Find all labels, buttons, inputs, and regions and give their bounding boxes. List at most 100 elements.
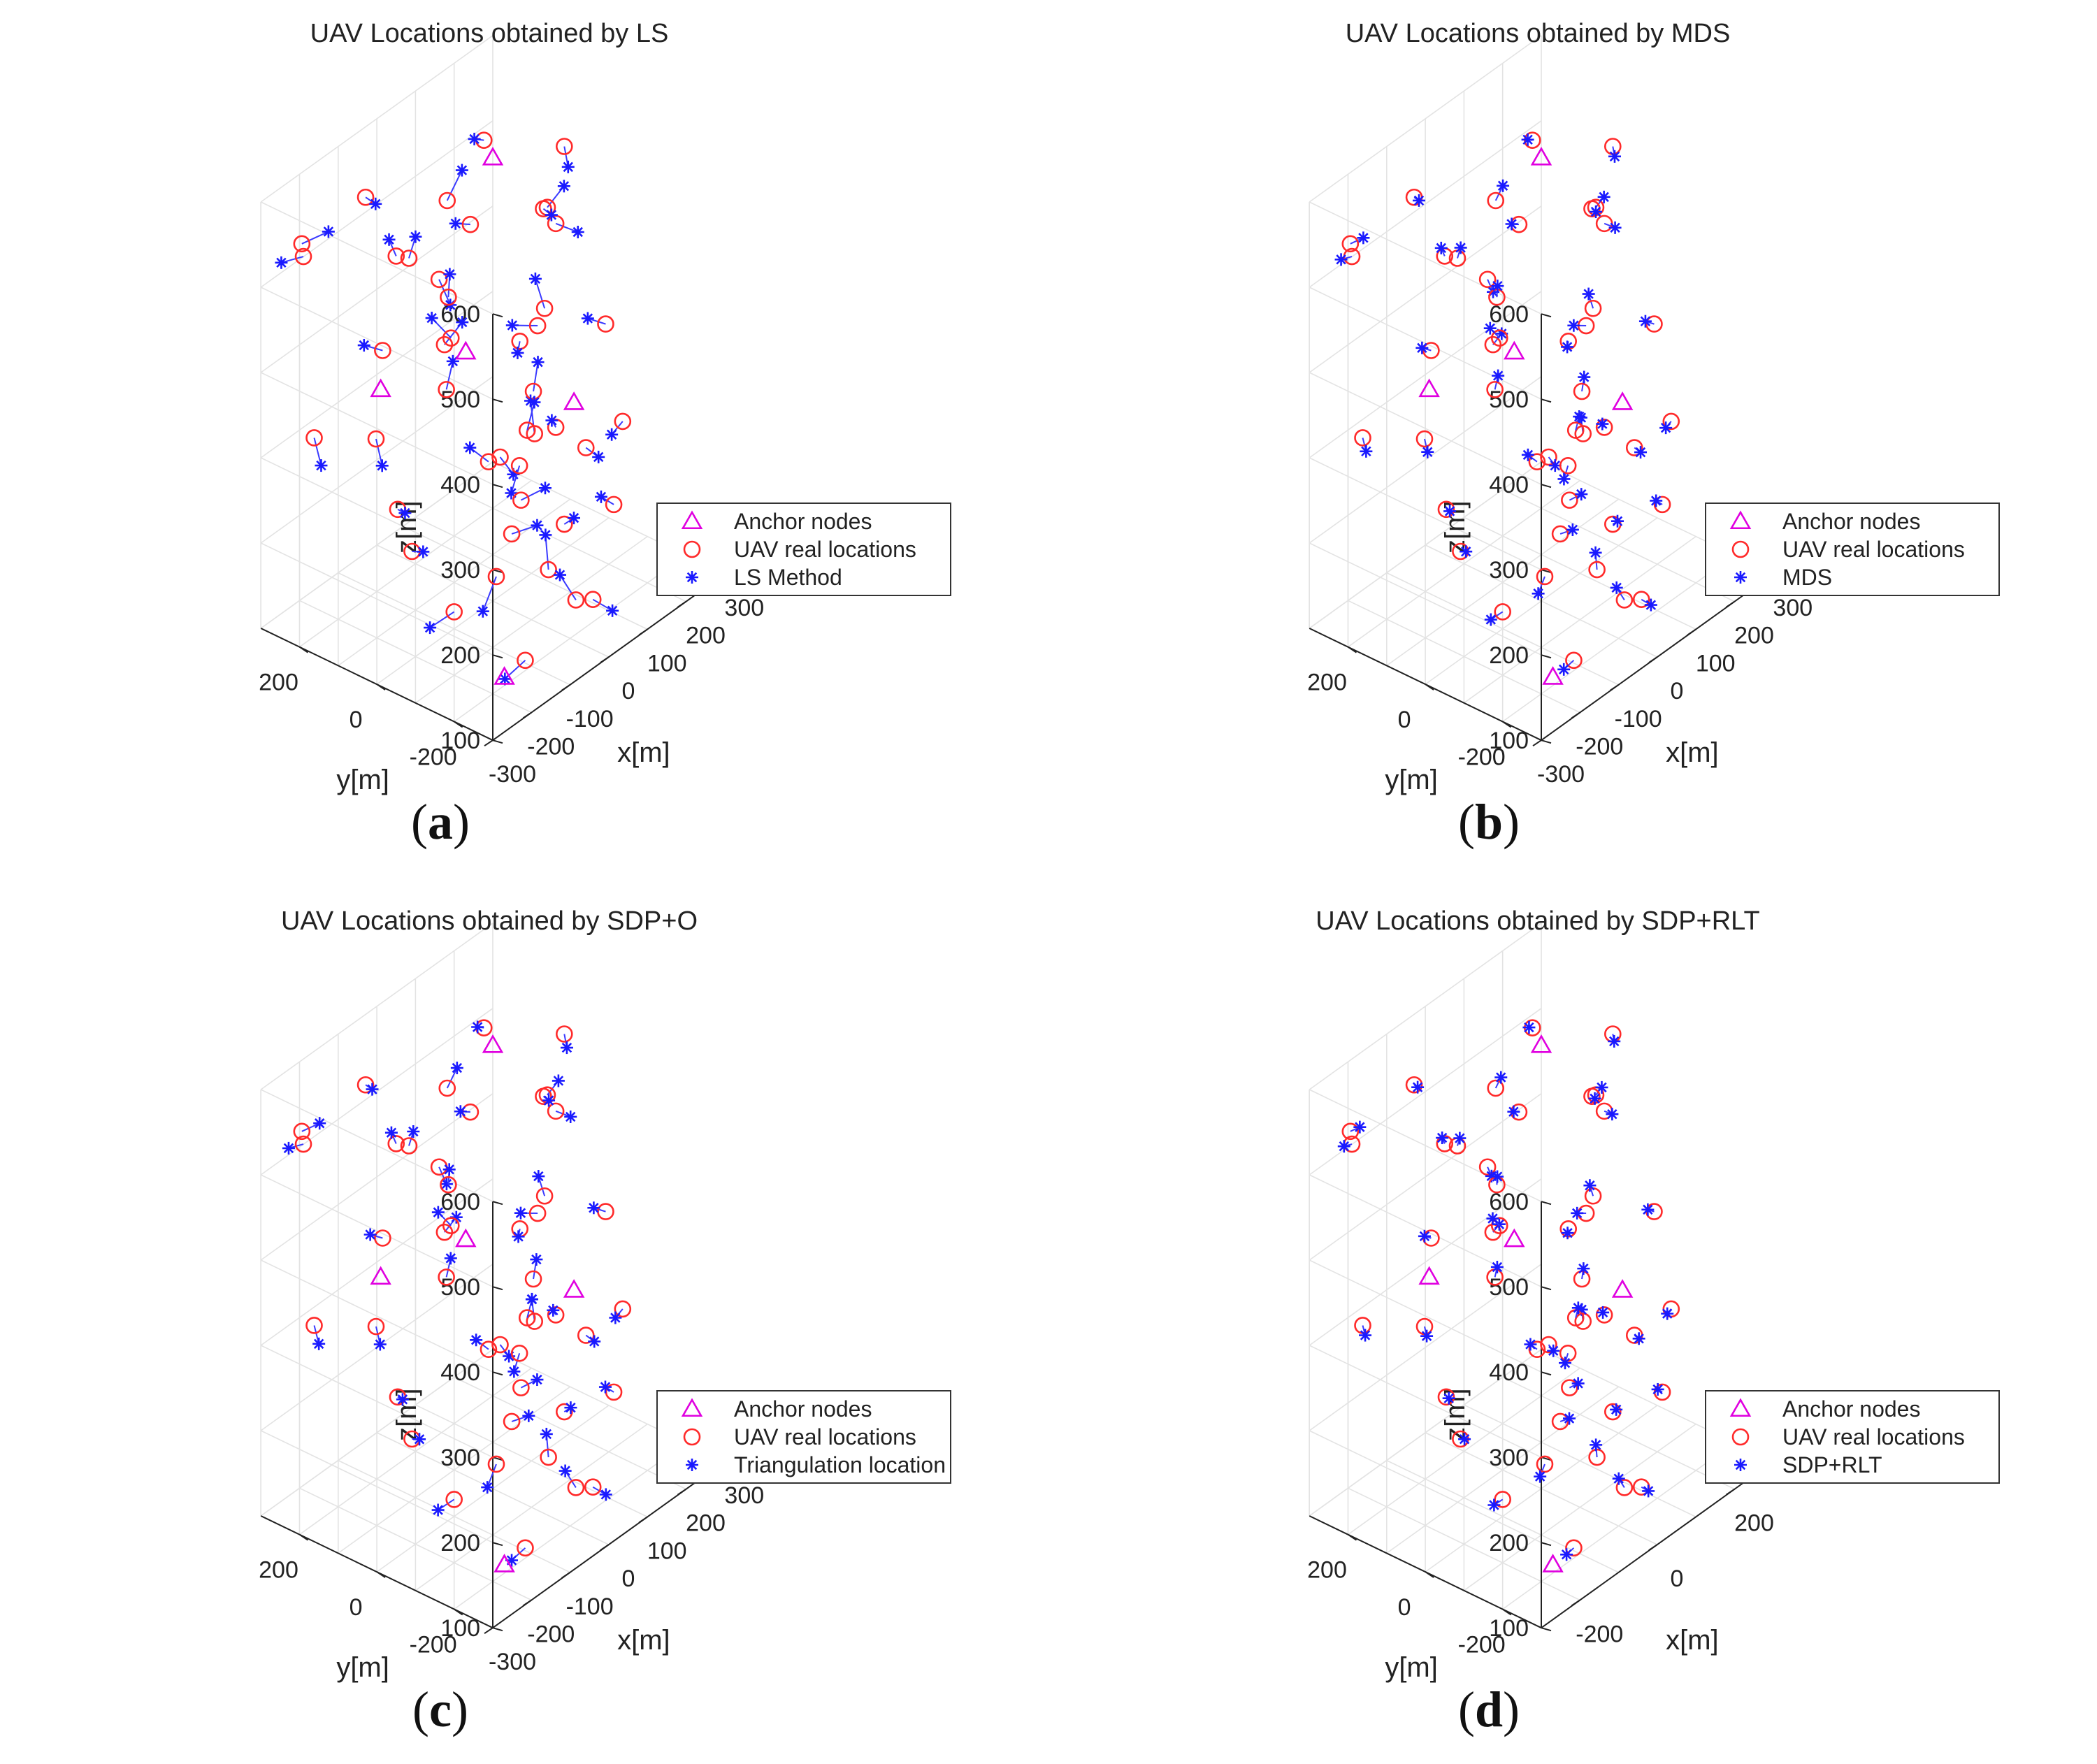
- estimate-marker-stroke: [1421, 1331, 1432, 1341]
- error-line: [313, 438, 322, 466]
- estimate-marker: [315, 459, 328, 472]
- estimate-marker: [531, 519, 544, 532]
- estimate-marker-stroke: [1578, 1263, 1589, 1274]
- x-tick: [600, 656, 610, 663]
- estimate-marker: [413, 1433, 426, 1446]
- uav-real-marker: [445, 603, 463, 621]
- uav-real-marker: [440, 1176, 457, 1194]
- estimate-marker: [1491, 280, 1504, 293]
- x-tick: [1725, 1488, 1736, 1496]
- estimate-marker-stroke: [370, 198, 381, 210]
- x-axis-label: x[m]: [1666, 737, 1719, 768]
- estimate-marker: [1532, 587, 1545, 600]
- uav-real-marker: [597, 1203, 614, 1220]
- uav-real-marker: [374, 342, 391, 359]
- estimate-marker: [554, 568, 567, 581]
- x-tick-label: 100: [647, 1538, 687, 1564]
- estimate-marker: [363, 1228, 377, 1241]
- uav-real-marker: [400, 1137, 418, 1155]
- error-line: [446, 170, 463, 201]
- uav-real-marker: [435, 335, 454, 354]
- uav-real-marker: [524, 1270, 542, 1288]
- x-tick-label: 0: [1670, 678, 1683, 704]
- estimate-marker: [1443, 505, 1457, 518]
- estimate-marker: [449, 217, 462, 230]
- estimate-marker-stroke: [606, 429, 617, 440]
- estimate-marker: [444, 1252, 457, 1265]
- z-tick-label: 500: [1489, 1274, 1529, 1301]
- estimate-marker-stroke: [582, 313, 593, 324]
- uav-real-marker: [1536, 567, 1554, 586]
- legend-marker: [1729, 1398, 1752, 1417]
- uav-real-marker: [605, 496, 623, 514]
- estimate-marker-stroke: [1610, 222, 1620, 233]
- estimate-marker: [322, 225, 335, 238]
- legend-label: UAV real locations: [734, 537, 916, 562]
- estimate-marker: [1567, 319, 1580, 332]
- estimate-marker-stroke: [445, 269, 455, 280]
- estimate-marker-stroke: [1613, 1473, 1624, 1484]
- estimate-marker: [454, 1105, 467, 1118]
- estimate-marker-stroke: [1492, 1171, 1503, 1182]
- estimate-marker: [1483, 321, 1497, 335]
- estimate-marker: [1650, 494, 1663, 507]
- scatter3d-plot: 1002003004005006002000-200-300-200-10001…: [259, 19, 951, 795]
- estimate-marker: [1454, 241, 1467, 254]
- estimate-marker: [468, 132, 481, 145]
- z-tick-label: 200: [440, 1530, 480, 1556]
- estimate-marker-stroke: [1497, 180, 1508, 191]
- legend-label: Anchor nodes: [734, 509, 872, 534]
- y-tick: [1347, 646, 1357, 653]
- estimate-marker: [1566, 523, 1579, 536]
- estimate-marker-stroke: [1643, 1204, 1653, 1215]
- z-tick-label: 100: [1489, 728, 1529, 754]
- y-tick-label: -200: [410, 744, 457, 771]
- legend-marker: [686, 571, 698, 584]
- uav-real-marker: [512, 491, 530, 509]
- uav-real-marker: [511, 333, 529, 350]
- estimate-marker-stroke: [1459, 1433, 1470, 1445]
- estimate-marker-stroke: [1444, 506, 1455, 516]
- estimate-marker-stroke: [1660, 422, 1671, 433]
- uav-real-marker: [556, 1025, 573, 1043]
- error-line: [538, 1176, 546, 1197]
- uav-real-marker: [1354, 429, 1371, 447]
- anchor-marker: [493, 666, 515, 685]
- z-tick: [1541, 569, 1552, 574]
- z-tick-label: 200: [1489, 1530, 1529, 1556]
- data-points: [282, 1019, 632, 1573]
- estimate-marker: [398, 507, 412, 520]
- z-tick: [1541, 313, 1552, 318]
- uav-real-marker: [387, 1135, 405, 1152]
- estimate-marker-stroke: [433, 1505, 443, 1515]
- legend-label: UAV real locations: [734, 1424, 916, 1449]
- estimate-marker: [369, 197, 382, 210]
- estimate-marker: [417, 545, 430, 558]
- estimate-marker: [1418, 1229, 1431, 1243]
- estimate-marker-stroke: [548, 1305, 559, 1316]
- anchor-marker: [1611, 1279, 1634, 1298]
- anchor-marker: [482, 146, 504, 166]
- uav-real-marker: [430, 1158, 448, 1176]
- z-tick-label: 100: [440, 1615, 480, 1642]
- estimate-marker: [1575, 488, 1588, 501]
- estimate-marker: [1589, 546, 1602, 559]
- y-tick-label: -200: [1458, 744, 1506, 771]
- x-tick: [561, 1571, 571, 1579]
- anchor-marker: [1504, 1228, 1525, 1248]
- estimate-marker-stroke: [1576, 489, 1587, 500]
- estimate-marker-stroke: [1358, 233, 1369, 243]
- estimate-marker: [384, 1126, 398, 1139]
- uav-real-marker: [293, 235, 311, 253]
- estimate-marker-stroke: [1573, 1303, 1584, 1313]
- estimate-marker: [275, 256, 288, 269]
- estimate-marker: [1490, 1260, 1504, 1273]
- x-tick: [522, 711, 532, 719]
- x-tick-label: -200: [1576, 1621, 1623, 1648]
- anchor-marker: [493, 1554, 515, 1573]
- estimate-marker-stroke: [424, 622, 435, 633]
- estimate-marker: [407, 1125, 420, 1138]
- uav-real-marker: [435, 1223, 454, 1241]
- uav-real-marker: [556, 138, 573, 155]
